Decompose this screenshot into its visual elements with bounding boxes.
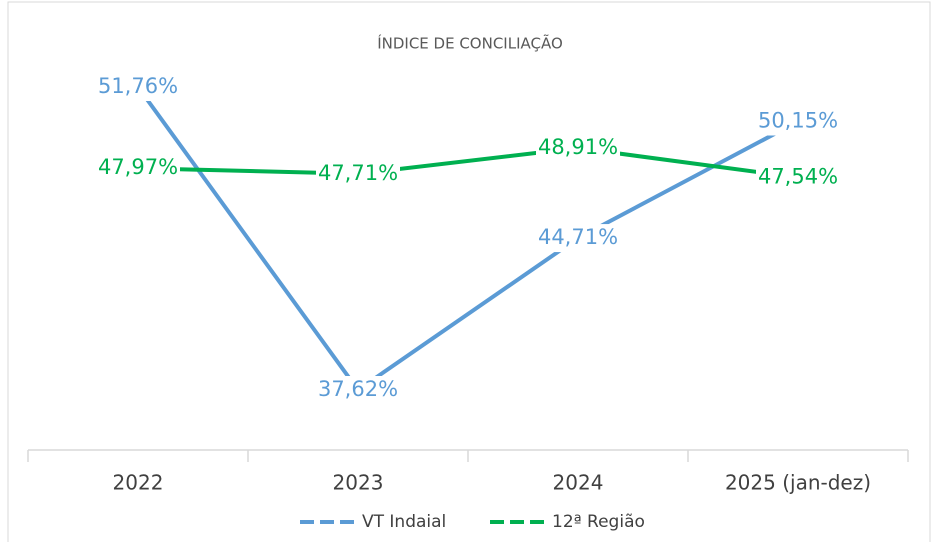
label-background bbox=[756, 163, 840, 192]
label-background bbox=[316, 376, 400, 404]
series-line bbox=[136, 85, 799, 393]
x-tick-label: 2022 bbox=[113, 471, 164, 495]
legend-label: VT Indaial bbox=[362, 512, 446, 532]
label-background bbox=[536, 134, 620, 163]
data-label: 44,71% bbox=[538, 225, 618, 249]
label-background bbox=[96, 73, 180, 101]
x-tick-label: 2025 (jan-dez) bbox=[725, 471, 871, 495]
label-background bbox=[536, 224, 620, 253]
data-label: 47,71% bbox=[318, 161, 398, 185]
label-background bbox=[756, 107, 840, 136]
series-line bbox=[137, 146, 799, 180]
x-tick-label: 2023 bbox=[333, 471, 384, 495]
x-tick-label: 2024 bbox=[553, 471, 604, 495]
data-label: 37,62% bbox=[318, 377, 398, 401]
legend-label: 12ª Região bbox=[552, 512, 645, 532]
data-label: 51,76% bbox=[98, 74, 178, 98]
chart-title: ÍNDICE DE CONCILIAÇÃO bbox=[377, 34, 563, 53]
label-background bbox=[96, 154, 180, 183]
data-label: 47,97% bbox=[98, 155, 178, 179]
data-label: 48,91% bbox=[538, 135, 618, 159]
data-label: 50,15% bbox=[758, 109, 838, 133]
data-label: 47,54% bbox=[758, 164, 838, 188]
label-background bbox=[316, 159, 400, 188]
